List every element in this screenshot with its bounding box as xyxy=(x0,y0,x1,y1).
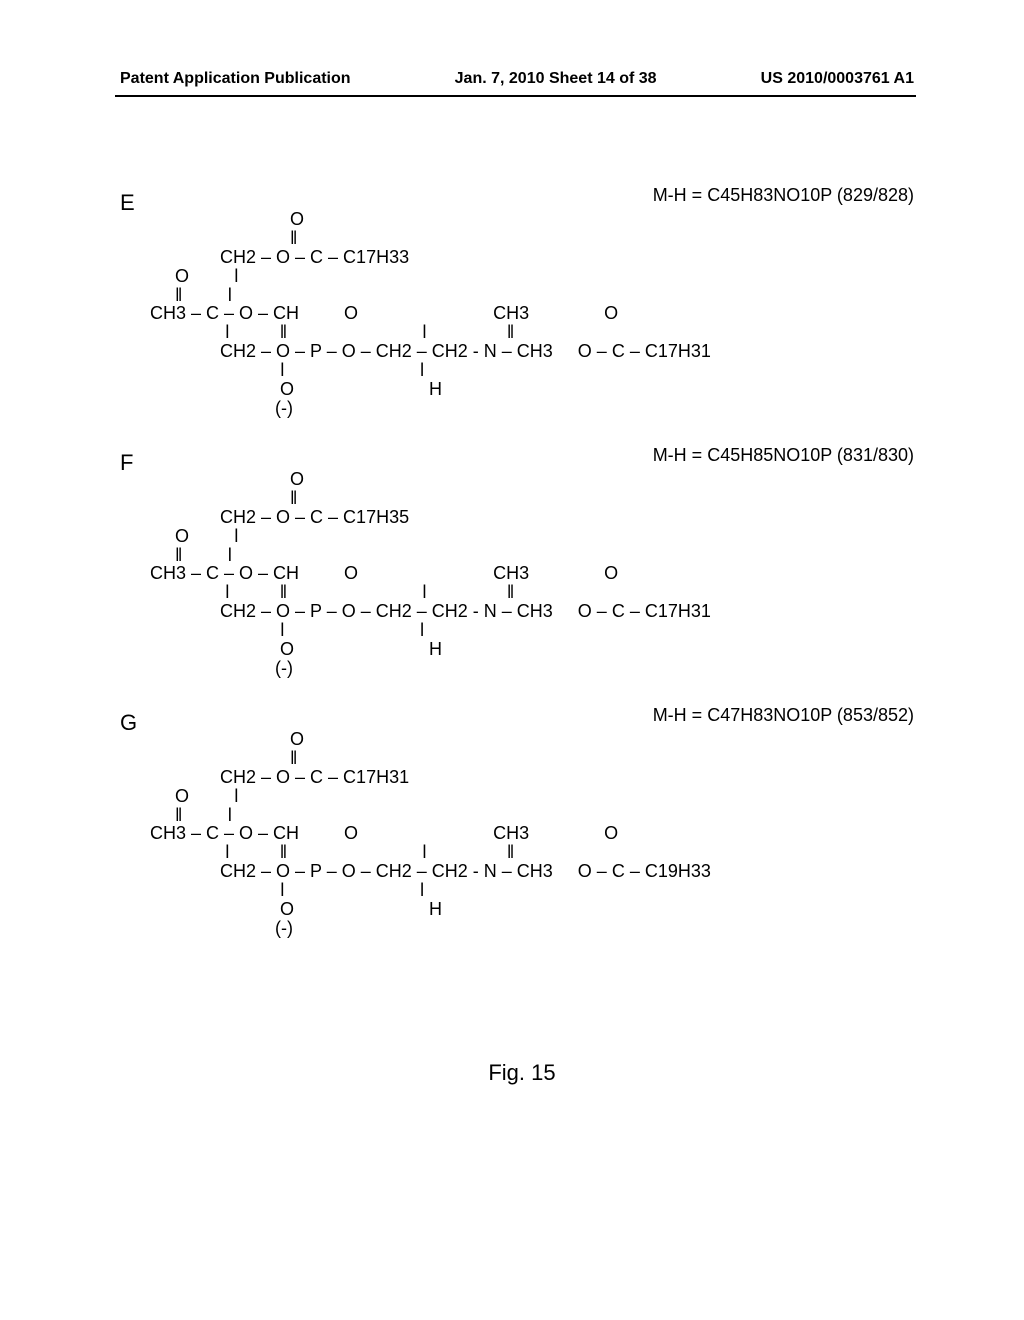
mh-label-E: M-H = C45H83NO10P (829/828) xyxy=(653,185,914,206)
figure-content: E M-H = C45H83NO10P (829/828) O ǁ CH2 – … xyxy=(120,190,924,970)
structure-E: E M-H = C45H83NO10P (829/828) O ǁ CH2 – … xyxy=(120,190,924,390)
header-rule xyxy=(115,95,916,97)
mh-label-G: M-H = C47H83NO10P (853/852) xyxy=(653,705,914,726)
structure-F: F M-H = C45H85NO10P (831/830) O ǁ CH2 – … xyxy=(120,450,924,650)
header-left: Patent Application Publication xyxy=(120,70,351,88)
header-right: US 2010/0003761 A1 xyxy=(761,70,914,88)
panel-label-E: E xyxy=(120,190,135,216)
figure-caption: Fig. 15 xyxy=(120,1060,924,1086)
header-center: Jan. 7, 2010 Sheet 14 of 38 xyxy=(455,70,657,88)
panel-label-F: F xyxy=(120,450,133,476)
chem-structure-E: O ǁ CH2 – O – C – C17H33 O ǀ ǁ ǀ CH3 – C… xyxy=(150,210,711,418)
mh-label-F: M-H = C45H85NO10P (831/830) xyxy=(653,445,914,466)
page-header: Patent Application Publication Jan. 7, 2… xyxy=(0,70,1024,88)
structure-G: G M-H = C47H83NO10P (853/852) O ǁ CH2 – … xyxy=(120,710,924,910)
panel-label-G: G xyxy=(120,710,137,736)
chem-structure-G: O ǁ CH2 – O – C – C17H31 O ǀ ǁ ǀ CH3 – C… xyxy=(150,730,711,938)
chem-structure-F: O ǁ CH2 – O – C – C17H35 O ǀ ǁ ǀ CH3 – C… xyxy=(150,470,711,678)
page: Patent Application Publication Jan. 7, 2… xyxy=(0,0,1024,1320)
